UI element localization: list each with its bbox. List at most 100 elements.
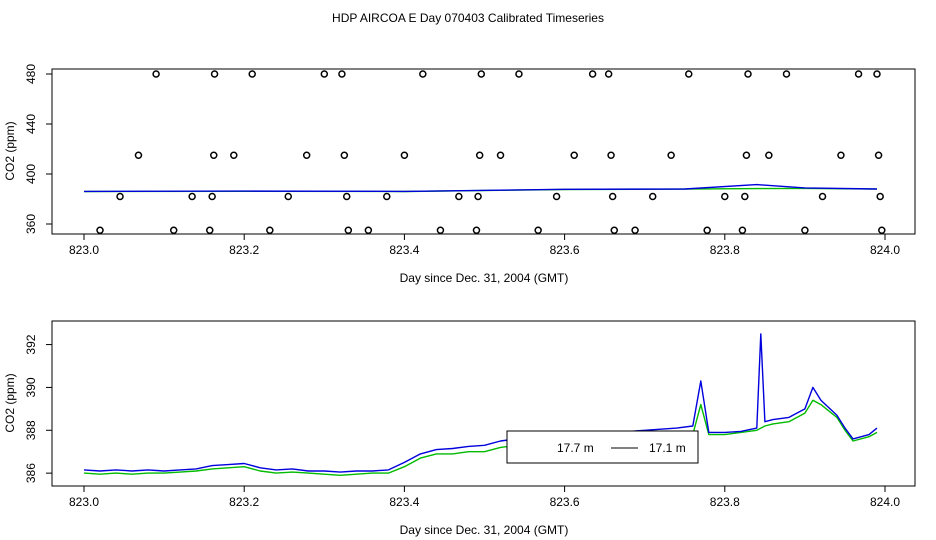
calibration-point (801, 226, 809, 234)
calibration-point (685, 70, 693, 78)
axis-ticks: 823.0 823.2 823.4 823.6 823.8 824.0 386 388 390 3… (24, 334, 900, 509)
calibration-point (648, 192, 657, 201)
calibration-point (818, 192, 827, 201)
calibration-point (455, 192, 463, 201)
calibration-point (338, 70, 346, 78)
calibration-point (570, 151, 578, 159)
calibration-point (703, 226, 711, 234)
calibration-point (134, 151, 143, 159)
x-tick-label: 823.6 (550, 495, 580, 509)
plot-frame (51, 320, 916, 487)
timeseries-panel: 823.0 823.2 823.4 823.6 823.8 824.0 386 388 390 3… (3, 320, 916, 537)
calibration-point (874, 151, 883, 159)
x-tick-label: 823.0 (69, 243, 99, 257)
figure-title: HDP AIRCOA E Day 070403 Calibrated Times… (332, 11, 604, 25)
calibration-point (302, 151, 311, 159)
calibration-point (608, 192, 617, 201)
calibration-point (876, 192, 884, 201)
calibration-point (230, 151, 238, 159)
calibration-point (266, 226, 274, 234)
calibration-point (210, 70, 219, 78)
calibration-points (96, 70, 886, 234)
y-tick-label: 400 (24, 164, 38, 184)
calibration-point (248, 70, 256, 78)
calibration-point (342, 192, 351, 201)
calibration-point (383, 192, 391, 201)
calibration-point (765, 151, 773, 159)
x-tick-label: 823.2 (229, 243, 259, 257)
calibration-point (782, 70, 791, 78)
calibration-point (607, 151, 615, 159)
x-tick-label: 823.8 (710, 495, 740, 509)
calibration-point (744, 70, 752, 78)
y-tick-label: 386 (24, 463, 38, 483)
calibration-point (436, 226, 445, 234)
legend-label-17-1m: 17.1 m (649, 441, 686, 455)
calibration-point (738, 226, 747, 234)
calibration-point (477, 70, 486, 78)
calibration-point (400, 151, 409, 159)
calibration-point (344, 226, 353, 234)
calibration-point (837, 151, 845, 159)
calibration-panel: 823.0 823.2 823.4 823.6 823.8 824.0 360 400 440 4… (3, 64, 916, 285)
series-lines (83, 333, 878, 476)
series-line-1 (83, 183, 878, 193)
calibration-point (472, 226, 481, 234)
calibration-point (320, 70, 329, 78)
y-tick-label: 440 (24, 114, 38, 134)
calibration-point (721, 192, 729, 201)
calibration-point (496, 151, 505, 159)
calibration-point (741, 192, 749, 201)
y-tick-label: 390 (24, 377, 38, 397)
axis-ticks: 823.0 823.2 823.4 823.6 823.8 824.0 360 400 440 4… (24, 64, 900, 257)
y-tick-label: 388 (24, 420, 38, 440)
legend-box (506, 430, 699, 464)
calibration-point (604, 70, 613, 78)
calibration-point (515, 70, 523, 78)
plot-frame (51, 68, 916, 235)
calibration-point (96, 226, 104, 234)
x-tick-label: 824.0 (870, 495, 900, 509)
x-tick-label: 823.6 (550, 243, 580, 257)
calibration-point (667, 151, 675, 159)
calibration-point (188, 192, 196, 201)
x-tick-label: 823.0 (69, 495, 99, 509)
x-axis-label: Day since Dec. 31, 2004 (GMT) (400, 271, 569, 285)
y-tick-label: 360 (24, 214, 38, 234)
x-tick-label: 823.4 (389, 495, 419, 509)
calibration-point (588, 70, 597, 78)
calibration-point (210, 151, 218, 159)
x-tick-label: 824.0 (870, 243, 900, 257)
calibration-point (206, 226, 214, 234)
calibration-point (169, 226, 178, 234)
calibration-point (419, 70, 427, 78)
y-axis-label: CO2 (ppm) (3, 121, 17, 180)
y-tick-label: 480 (24, 64, 38, 84)
calibration-point (474, 192, 482, 201)
calibration-point (208, 192, 216, 201)
calibration-point (364, 226, 373, 234)
calibration-point (152, 70, 160, 78)
calibration-point (534, 226, 542, 234)
legend: 17.7 m 17.1 m (506, 430, 699, 464)
calibration-point (340, 151, 349, 159)
calibration-point (878, 226, 886, 234)
calibration-point (610, 226, 619, 234)
calibration-point (873, 70, 881, 78)
calibration-point (284, 192, 293, 201)
x-tick-label: 823.2 (229, 495, 259, 509)
calibration-point (116, 192, 124, 201)
y-tick-label: 392 (24, 334, 38, 354)
calibration-point (854, 70, 863, 78)
x-tick-label: 823.4 (389, 243, 419, 257)
x-axis-label: Day since Dec. 31, 2004 (GMT) (400, 523, 569, 537)
calibration-point (742, 151, 751, 159)
series-lines (83, 183, 878, 193)
legend-label-17-7m: 17.7 m (557, 441, 594, 455)
calibration-point (631, 226, 639, 234)
calibration-point (552, 192, 561, 201)
x-tick-label: 823.8 (710, 243, 740, 257)
y-axis-label: CO2 (ppm) (3, 373, 17, 432)
calibration-point (475, 151, 484, 159)
